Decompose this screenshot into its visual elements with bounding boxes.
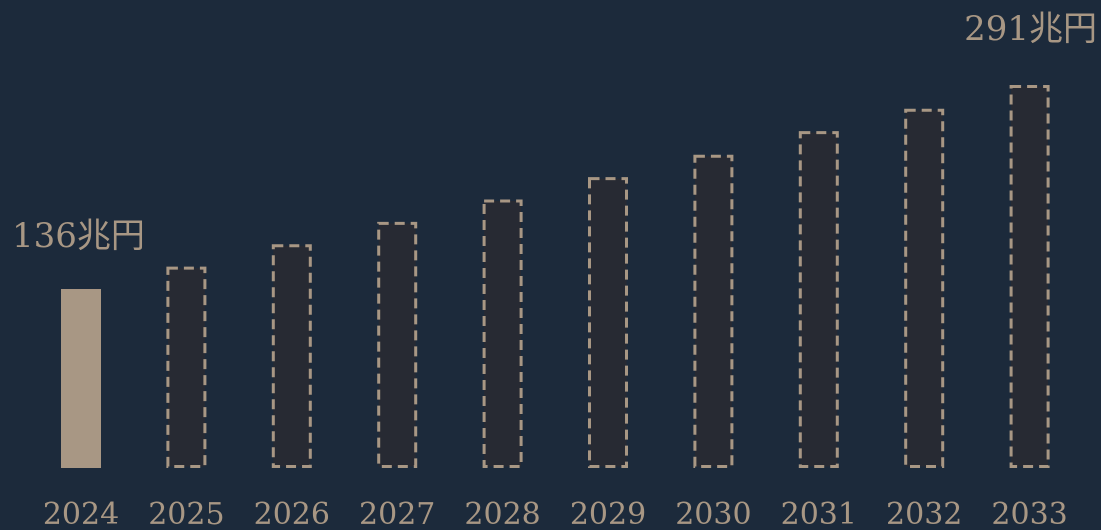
x-tick-label-2032: 2032 bbox=[886, 497, 962, 530]
x-tick-label-2030: 2030 bbox=[675, 497, 751, 530]
bar-2030 bbox=[693, 154, 734, 468]
bars-layer bbox=[61, 85, 1050, 469]
x-tick-label-2028: 2028 bbox=[464, 497, 540, 530]
bar-2024 bbox=[61, 289, 101, 468]
bar-2025 bbox=[166, 266, 207, 469]
bar-2033 bbox=[1009, 85, 1050, 468]
bar-2029 bbox=[588, 177, 628, 468]
data-labels: 136兆円 291兆円 bbox=[12, 9, 1097, 256]
bar-2028 bbox=[482, 199, 523, 468]
x-tick-labels: 2024 2025 2026 2027 2028 2029 2030 2031 2032 2033 bbox=[43, 497, 1068, 530]
x-tick-label-2031: 2031 bbox=[781, 497, 857, 530]
x-tick-label-2024: 2024 bbox=[43, 497, 119, 530]
bar-2032 bbox=[904, 108, 945, 468]
bar-2031 bbox=[798, 131, 839, 469]
bar-2027 bbox=[377, 221, 418, 468]
x-tick-label-2026: 2026 bbox=[254, 497, 330, 530]
x-tick-label-2033: 2033 bbox=[991, 497, 1067, 530]
bar-2026 bbox=[271, 244, 312, 468]
data-label-2033: 291兆円 bbox=[964, 9, 1097, 49]
data-label-2024: 136兆円 bbox=[12, 216, 145, 256]
x-tick-label-2025: 2025 bbox=[148, 497, 224, 530]
x-tick-label-2027: 2027 bbox=[359, 497, 435, 530]
x-tick-label-2029: 2029 bbox=[570, 497, 646, 530]
